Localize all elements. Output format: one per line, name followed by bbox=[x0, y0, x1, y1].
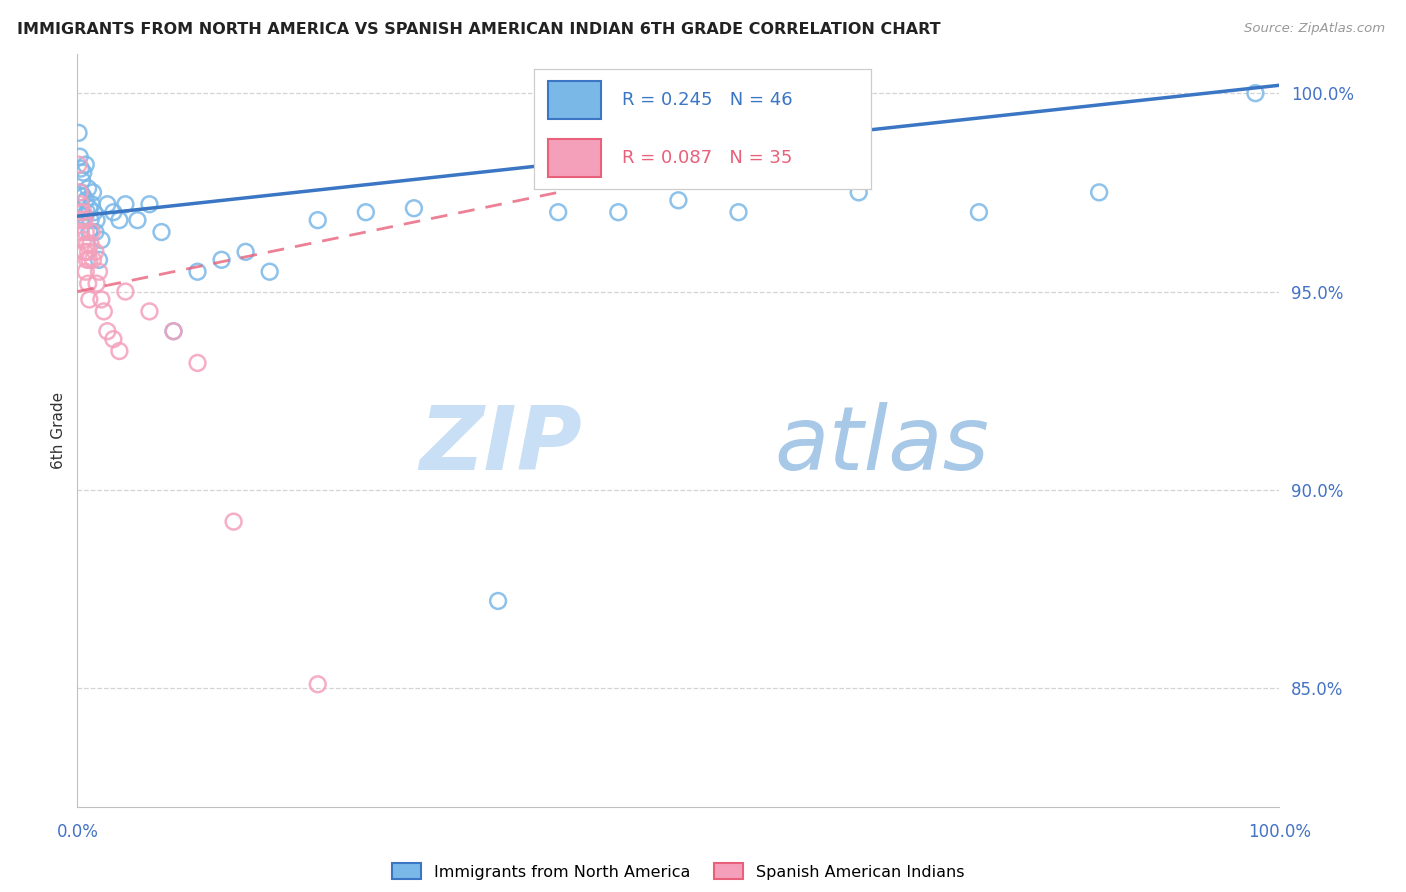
Point bbox=[76, 236, 98, 251]
Point bbox=[1088, 186, 1111, 200]
Point bbox=[138, 197, 160, 211]
Point bbox=[187, 265, 209, 279]
Point bbox=[138, 304, 160, 318]
Point bbox=[96, 324, 118, 338]
Text: IMMIGRANTS FROM NORTH AMERICA VS SPANISH AMERICAN INDIAN 6TH GRADE CORRELATION C: IMMIGRANTS FROM NORTH AMERICA VS SPANISH… bbox=[17, 22, 941, 37]
Point bbox=[103, 332, 125, 346]
Legend: Immigrants from North America, Spanish American Indians: Immigrants from North America, Spanish A… bbox=[387, 857, 970, 886]
Point bbox=[96, 197, 118, 211]
Point bbox=[73, 244, 96, 259]
Text: ZIP: ZIP bbox=[419, 402, 582, 489]
Point bbox=[79, 293, 101, 307]
Point bbox=[108, 213, 131, 227]
Point bbox=[67, 158, 90, 172]
Point bbox=[607, 205, 630, 219]
Point bbox=[67, 126, 90, 140]
Point bbox=[77, 244, 100, 259]
Point bbox=[70, 186, 93, 200]
Point bbox=[70, 197, 93, 211]
Point bbox=[80, 225, 103, 239]
Point bbox=[77, 277, 100, 291]
Point bbox=[93, 304, 115, 318]
Point bbox=[83, 205, 105, 219]
Point bbox=[727, 205, 749, 219]
Point bbox=[69, 205, 91, 219]
Point bbox=[259, 265, 281, 279]
Point bbox=[1244, 86, 1267, 100]
Point bbox=[72, 233, 94, 247]
Point bbox=[86, 277, 108, 291]
Point bbox=[76, 252, 98, 267]
Point bbox=[72, 189, 94, 203]
Point bbox=[82, 186, 104, 200]
Point bbox=[70, 173, 93, 187]
Point bbox=[86, 213, 108, 227]
Point bbox=[69, 150, 91, 164]
Point bbox=[77, 181, 100, 195]
Point bbox=[668, 194, 690, 208]
Point bbox=[848, 186, 870, 200]
Point bbox=[84, 225, 107, 239]
Point bbox=[127, 213, 149, 227]
Point bbox=[486, 594, 509, 608]
Point bbox=[90, 233, 112, 247]
Point bbox=[547, 205, 569, 219]
Point bbox=[75, 158, 97, 172]
Point bbox=[114, 197, 136, 211]
Point bbox=[967, 205, 990, 219]
Point bbox=[79, 236, 101, 251]
Point bbox=[73, 209, 96, 223]
Point bbox=[70, 225, 93, 239]
Point bbox=[80, 197, 103, 211]
Point bbox=[222, 515, 245, 529]
Point bbox=[79, 252, 101, 267]
Point bbox=[162, 324, 184, 338]
Point bbox=[72, 205, 94, 219]
Point bbox=[103, 205, 125, 219]
Point bbox=[354, 205, 377, 219]
Point bbox=[87, 252, 110, 267]
Point bbox=[76, 205, 98, 219]
Point bbox=[70, 161, 93, 176]
Point bbox=[79, 213, 101, 227]
Point bbox=[307, 677, 329, 691]
Point bbox=[307, 213, 329, 227]
Point bbox=[69, 186, 91, 200]
Text: Source: ZipAtlas.com: Source: ZipAtlas.com bbox=[1244, 22, 1385, 36]
Y-axis label: 6th Grade: 6th Grade bbox=[51, 392, 66, 469]
Point bbox=[87, 265, 110, 279]
Point bbox=[84, 244, 107, 259]
Text: atlas: atlas bbox=[775, 402, 990, 489]
Point bbox=[79, 201, 101, 215]
Point bbox=[150, 225, 173, 239]
Point bbox=[187, 356, 209, 370]
Point bbox=[79, 225, 101, 239]
Point bbox=[114, 285, 136, 299]
Point bbox=[235, 244, 257, 259]
Point bbox=[75, 225, 97, 239]
Point bbox=[70, 213, 93, 227]
Point bbox=[211, 252, 233, 267]
Point bbox=[73, 213, 96, 227]
Point bbox=[402, 201, 425, 215]
Point bbox=[72, 165, 94, 179]
Point bbox=[75, 265, 97, 279]
Point bbox=[90, 293, 112, 307]
Point bbox=[75, 194, 97, 208]
Point bbox=[108, 344, 131, 359]
Point bbox=[82, 252, 104, 267]
Point bbox=[162, 324, 184, 338]
